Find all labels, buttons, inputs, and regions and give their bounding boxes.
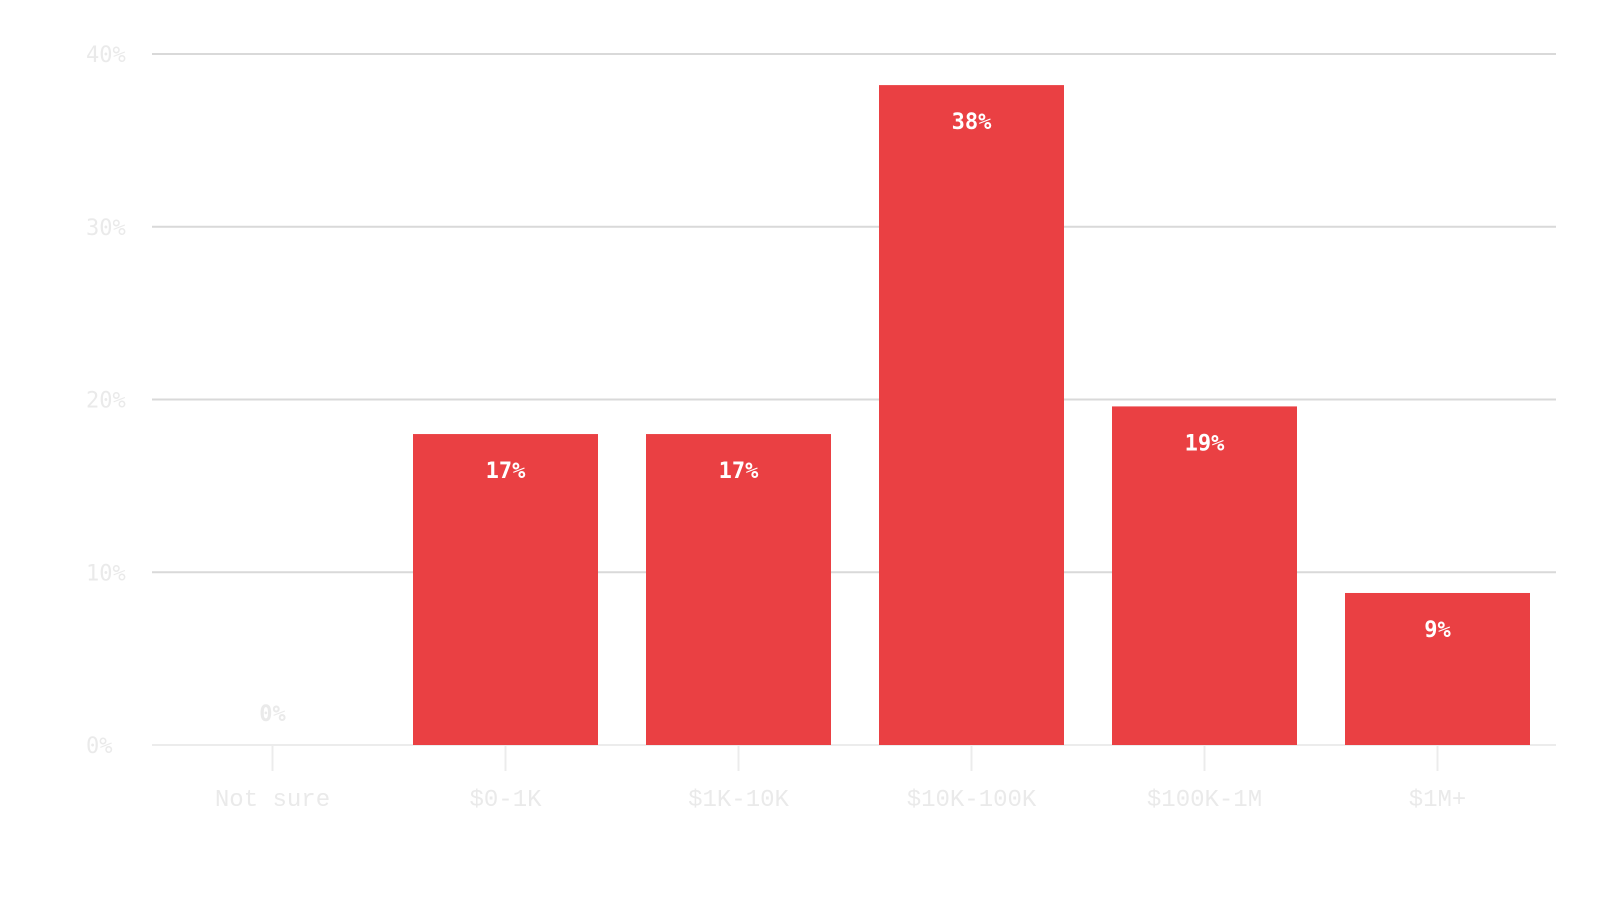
x-tick-label: $1K-10K [688,787,789,814]
bar [1112,406,1297,745]
x-tick-label: $10K-100K [907,787,1037,814]
y-tick-label: 20% [86,389,126,414]
x-tick-label: $0-1K [469,787,542,814]
y-tick-label: 40% [86,43,126,68]
bar [413,434,598,745]
bar [1345,592,1530,745]
data-label: 9% [1424,618,1451,643]
data-label: 19% [1185,431,1225,456]
x-axis: Not sure $0-1K $1K-10K $10K-100K $100K-1M $1M… [215,745,1466,814]
x-tick-label: Not sure [215,787,330,814]
data-label: 17% [719,459,759,484]
bars [413,85,1530,746]
y-tick-label: 10% [86,561,126,586]
y-tick-label: 30% [86,216,126,241]
bar [646,434,831,745]
data-labels: 0% 17% 17% 38% 19% 9% [259,110,1451,727]
x-tick-label: $1M+ [1409,787,1467,814]
data-label: 17% [486,459,526,484]
y-axis: 0% 10% 20% 30% 40% [86,43,126,759]
y-grid [152,53,1556,746]
x-tick-label: $100K-1M [1147,787,1262,814]
data-label: 38% [952,110,992,135]
y-tick-label: 0% [86,734,113,759]
data-label: 0% [259,702,286,727]
bar [879,85,1064,746]
